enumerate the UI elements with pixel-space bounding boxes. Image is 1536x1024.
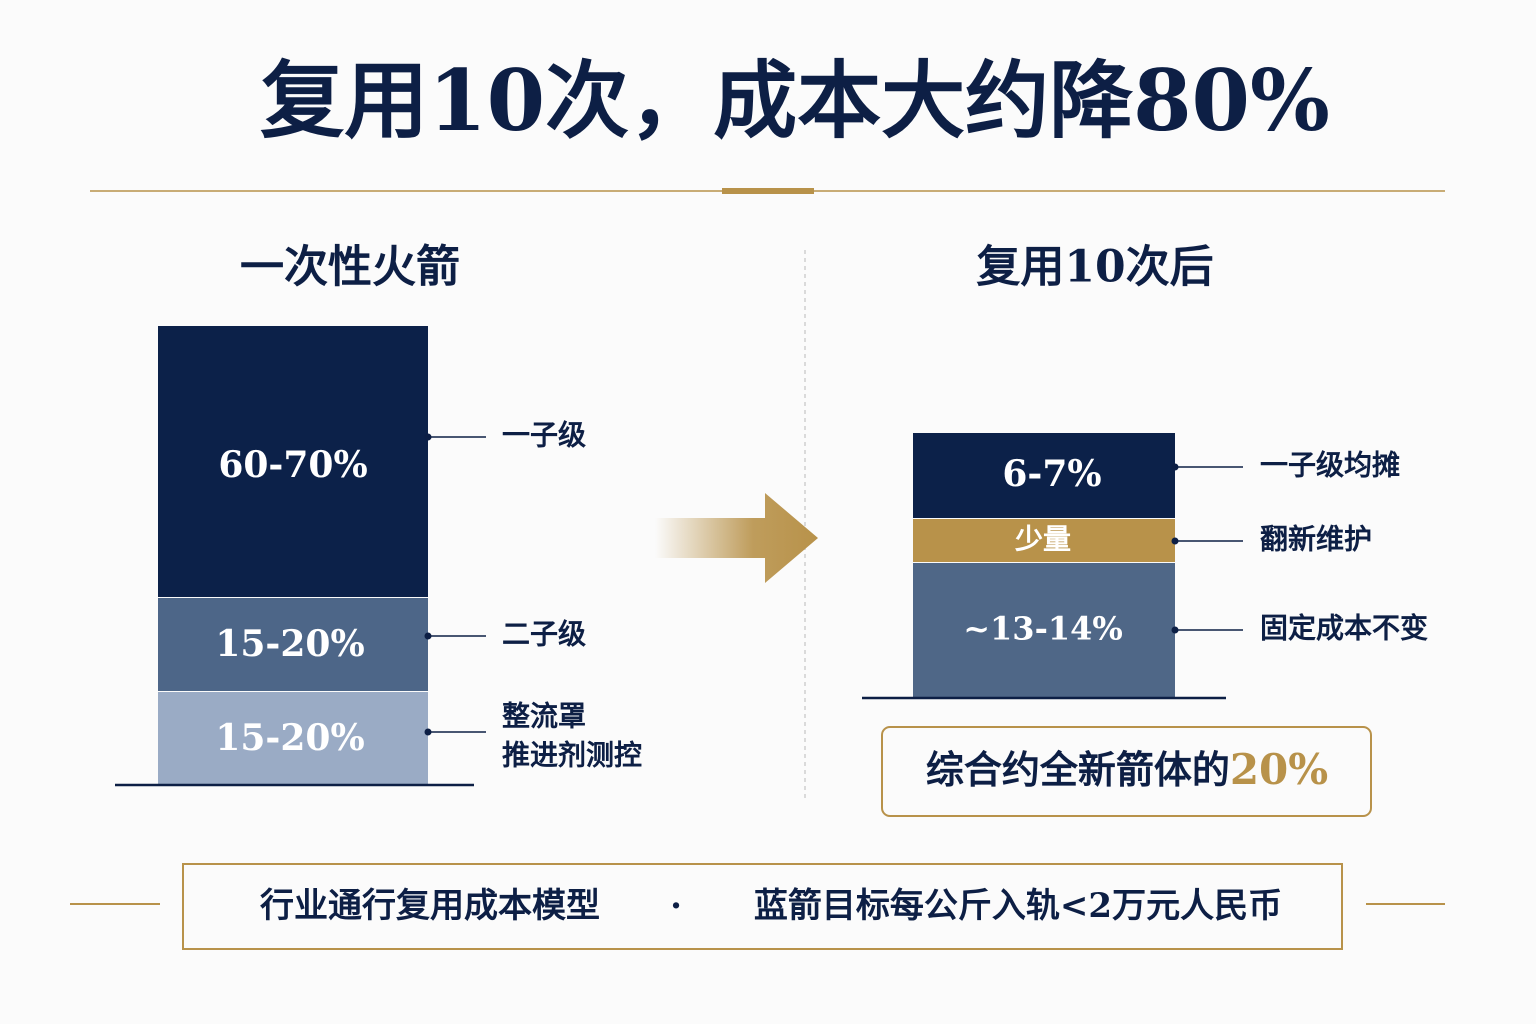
summary-text: 综合约全新箭体的 [926,747,1230,792]
segment [913,519,1175,562]
segment [913,563,1175,697]
segment-label: 一子级 [502,419,586,452]
footer-separator: · [670,886,682,926]
right-heading: 复用10次后 [976,242,1213,293]
segment-value: 15-20% [215,717,364,759]
segment-label: 二子级 [502,618,586,651]
segment-value: ~13-14% [963,610,1123,648]
footer-left: 行业通行复用成本模型 [260,886,600,926]
footer-right: 蓝箭目标每公斤入轨<2万元人民币 [754,886,1282,926]
segment [158,598,428,691]
summary-highlight: 20% [1230,745,1328,794]
segment-label: 一子级均摊 [1260,449,1400,482]
segment-value: 60-70% [218,444,367,486]
segment-label: 翻新维护 [1260,523,1372,556]
summary: 综合约全新箭体的20% [926,745,1328,794]
segment [913,433,1175,518]
arrow [655,493,818,583]
segment-label: 固定成本不变 [1260,612,1428,645]
divider-accent [722,188,814,194]
segment-value: 15-20% [215,623,364,665]
segment-label: 整流罩 [502,700,586,733]
segment [158,326,428,597]
title: 复用10次，成本大约降80% [260,51,1330,150]
summary-box [881,726,1372,817]
left-heading: 一次性火箭 [240,242,460,293]
segment [158,692,428,784]
segment-value: 少量 [1015,523,1071,556]
footer-box [182,863,1343,950]
segment-label: 推进剂测控 [502,739,642,772]
segment-value: 6-7% [1002,453,1101,495]
